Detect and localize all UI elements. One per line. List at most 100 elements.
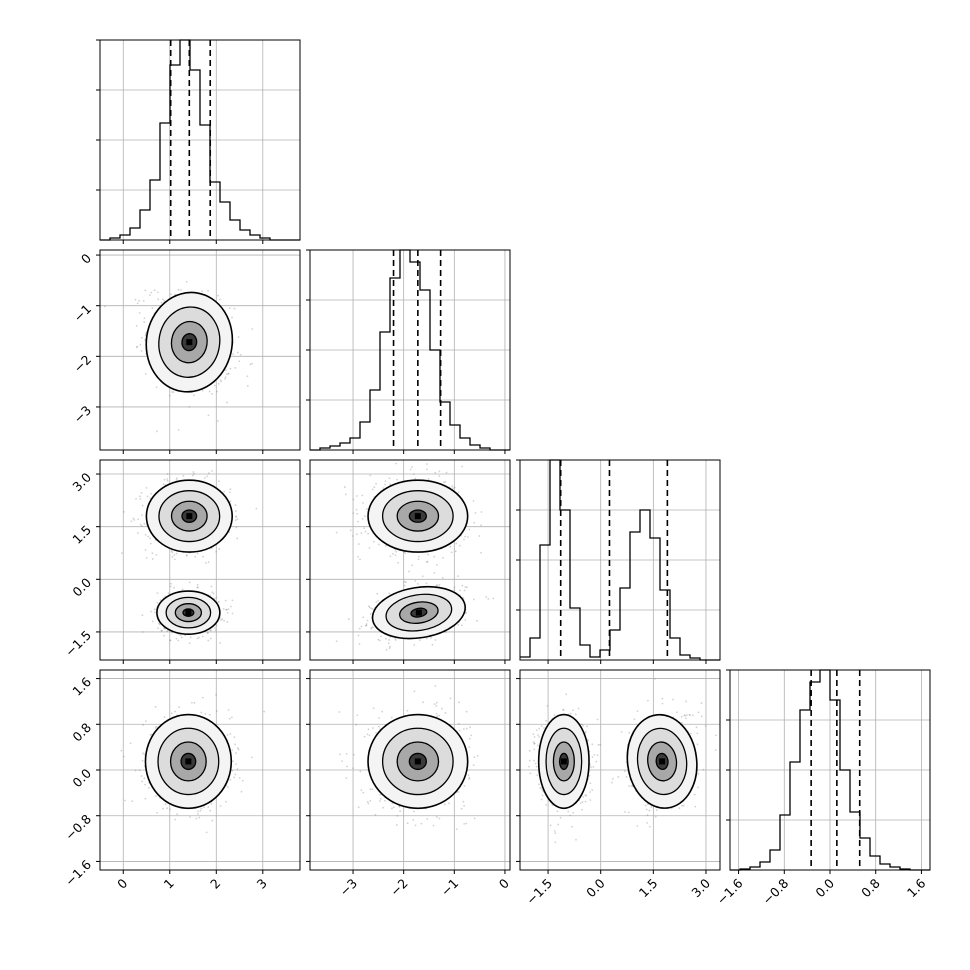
scatter-point — [374, 813, 377, 816]
scatter-point — [226, 611, 229, 614]
scatter-point — [225, 608, 228, 611]
scatter-point — [442, 557, 444, 559]
scatter-point — [227, 709, 230, 711]
scatter-point — [417, 558, 420, 561]
scatter-point — [461, 584, 464, 587]
scatter-point — [217, 382, 220, 385]
scatter-point — [144, 289, 147, 292]
scatter-point — [192, 471, 195, 473]
scatter-panel-1-2 — [99, 249, 301, 451]
scatter-point — [163, 299, 166, 302]
scatter-point — [467, 774, 470, 777]
scatter-point — [169, 585, 172, 588]
scatter-point — [142, 724, 144, 726]
scatter-point — [135, 346, 138, 349]
scatter-panel-1-3 — [99, 455, 301, 661]
scatter-point — [138, 300, 141, 302]
scatter-point — [164, 803, 167, 805]
scatter-point — [444, 631, 447, 634]
scatter-point — [190, 701, 193, 704]
scatter-point — [137, 532, 139, 535]
scatter-point — [148, 294, 151, 297]
scatter-point — [457, 575, 459, 578]
scatter-point — [208, 713, 211, 716]
scatter-point — [210, 585, 213, 588]
scatter-point — [362, 502, 364, 504]
scatter-panel-1-4 — [99, 669, 301, 871]
scatter-point — [370, 627, 373, 630]
scatter-point — [355, 508, 358, 511]
scatter-point — [215, 710, 218, 712]
scatter-point — [457, 623, 460, 626]
scatter-point — [227, 608, 230, 611]
scatter-point — [406, 822, 409, 825]
scatter-point — [211, 591, 214, 594]
scatter-point — [397, 561, 399, 564]
scatter-point — [206, 632, 209, 635]
scatter-point — [209, 629, 212, 632]
scatter-point — [219, 642, 222, 644]
scatter-point — [140, 524, 143, 527]
scatter-point — [237, 748, 240, 751]
scatter-point — [363, 527, 365, 530]
scatter-point — [224, 369, 227, 371]
scatter-point — [458, 701, 460, 704]
scatter-point — [229, 733, 232, 735]
scatter-point — [207, 639, 210, 642]
scatter-point — [185, 280, 188, 283]
scatter-point — [394, 554, 397, 557]
scatter-point — [223, 455, 225, 457]
scatter-point — [225, 373, 228, 376]
scatter-point — [124, 799, 126, 802]
scatter-point — [169, 639, 172, 642]
scatter-point — [246, 375, 249, 378]
scatter-point — [395, 824, 398, 826]
scatter-point — [388, 639, 390, 641]
scatter-point — [379, 797, 382, 800]
scatter-point — [352, 767, 355, 770]
scatter-point — [464, 535, 466, 538]
scatter-point — [143, 317, 146, 320]
scatter-point — [150, 492, 152, 495]
scatter-point — [226, 401, 228, 404]
scatter-point — [455, 828, 458, 831]
scatter-point — [207, 631, 209, 634]
panel-frame — [99, 459, 301, 661]
hist-panel-4 — [726, 669, 931, 871]
scatter-point — [412, 819, 415, 821]
scatter-point — [215, 596, 218, 599]
scatter-point — [357, 520, 359, 523]
scatter-point — [433, 571, 436, 574]
scatter-point — [395, 550, 398, 553]
scatter-point — [359, 770, 362, 773]
scatter-point — [151, 558, 154, 560]
scatter-point — [427, 478, 430, 480]
scatter-point — [136, 302, 139, 305]
scatter-point — [149, 542, 152, 545]
scatter-point — [166, 478, 169, 480]
scatter-point — [466, 586, 468, 589]
scatter-point — [426, 818, 429, 820]
scatter-point — [384, 483, 386, 486]
scatter-point — [162, 807, 164, 810]
density-peak — [186, 513, 193, 520]
scatter-point — [465, 611, 468, 614]
scatter-point — [377, 543, 380, 546]
scatter-point — [204, 562, 207, 564]
scatter-point — [196, 586, 199, 589]
scatter-point — [225, 608, 228, 611]
scatter-point — [154, 611, 156, 614]
scatter-point — [394, 549, 397, 551]
scatter-point — [438, 714, 440, 717]
scatter-point — [364, 530, 367, 533]
scatter-point — [184, 634, 186, 637]
scatter-point — [150, 610, 153, 613]
scatter-point — [182, 474, 185, 477]
scatter-point — [166, 479, 169, 482]
scatter-point — [240, 790, 243, 793]
scatter-point — [194, 555, 196, 558]
scatter-point — [436, 715, 439, 718]
scatter-point — [367, 532, 370, 535]
scatter-point — [449, 545, 452, 548]
scatter-point — [234, 367, 237, 369]
